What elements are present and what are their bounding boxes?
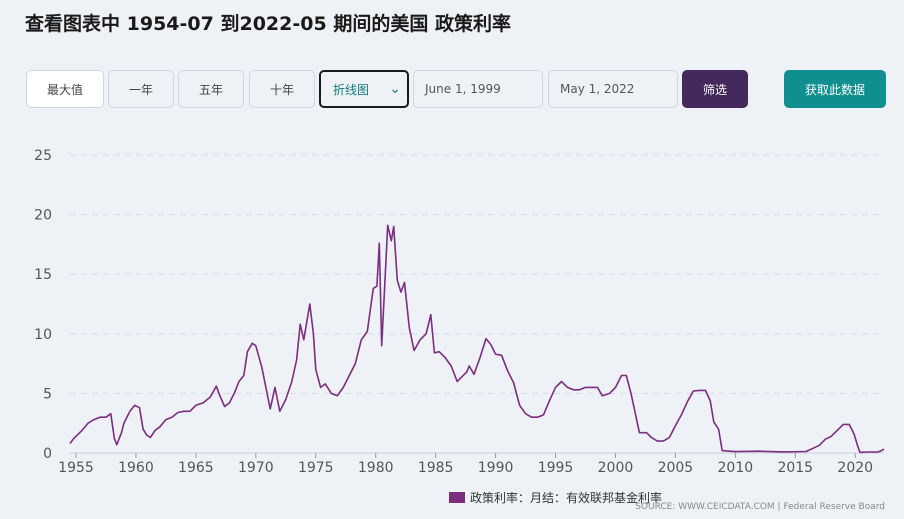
x-tick-label: 1960 [118,460,154,476]
source-note: SOURCE: WWW.CEICDATA.COM | Federal Reser… [635,502,885,512]
x-tick-label: 1980 [358,460,394,476]
chevron-down-icon: ⌄ [389,81,401,97]
chart-type-select[interactable]: 折线图 ⌄ [319,70,409,108]
x-tick-label: 2010 [718,460,754,476]
legend-swatch [449,492,465,503]
x-tick-label: 2020 [837,460,873,476]
title-country: 期间的美国 [333,13,429,35]
range-1y-button[interactable]: 一年 [108,70,174,108]
title-end-date: 到2022-05 [220,13,327,35]
x-tick-label: 1955 [58,460,94,476]
range-10y-button[interactable]: 十年 [249,70,315,108]
x-tick-label: 1965 [178,460,214,476]
y-tick-label: 10 [34,327,52,343]
legend-label: 政策利率：月结：有效联邦基金利率 [470,491,663,505]
series-line [69,224,885,454]
title-topic: 政策利率 [434,13,511,35]
end-date-input[interactable]: May 1, 2022 [548,70,678,108]
start-date-input[interactable]: June 1, 1999 [413,70,543,108]
y-tick-label: 25 [34,148,52,164]
x-tick-label: 1970 [238,460,274,476]
x-tick-label: 2000 [598,460,634,476]
y-tick-label: 20 [34,208,52,224]
x-tick-label: 1995 [538,460,574,476]
page-title: 查看图表中 1954-07 到2022-05 期间的美国 政策利率 [25,9,511,36]
x-tick-label: 1985 [418,460,454,476]
range-5y-button[interactable]: 五年 [178,70,244,108]
x-tick-label: 1990 [478,460,514,476]
x-tick-label: 2015 [777,460,813,476]
y-tick-label: 15 [34,267,52,283]
chart-type-value: 折线图 [333,82,370,97]
chart-legend: 政策利率：月结：有效联邦基金利率 [449,489,662,506]
y-tick-label: 5 [43,386,52,402]
x-tick-label: 2005 [658,460,694,476]
range-max-button[interactable]: 最大值 [26,70,104,108]
title-prefix: 查看图表中 [25,13,121,35]
x-tick-label: 1975 [298,460,334,476]
title-start-date: 1954-07 [126,13,214,35]
filter-button[interactable]: 筛选 [682,70,748,108]
y-tick-label: 0 [43,446,52,462]
fetch-data-button[interactable]: 获取此数据 [784,70,886,108]
